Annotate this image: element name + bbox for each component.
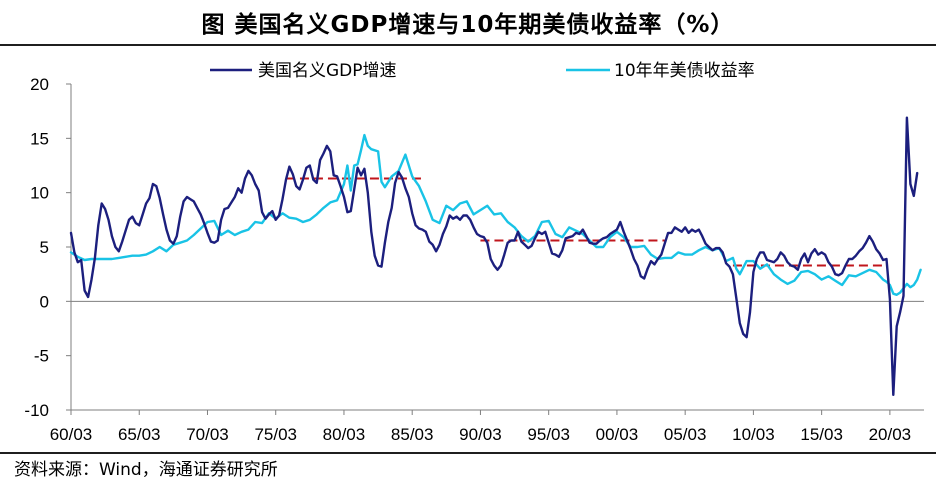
x-tick-label: 70/03 xyxy=(186,425,229,444)
axes-layer: -10 -5 0 5 10 15 20 60/03 65/03 70/03 75/03 80/03 85… xyxy=(24,75,924,444)
legend-label-gdp: 美国名义GDP增速 xyxy=(258,61,397,81)
x-tick-label: 95/03 xyxy=(527,425,570,444)
x-tick-label: 90/03 xyxy=(459,425,502,444)
y-tick-label: 15 xyxy=(30,129,49,148)
legend: 美国名义GDP增速 10年年美债收益率 xyxy=(210,61,755,81)
line-chart: -10 -5 0 5 10 15 20 60/03 65/03 70/03 75/03 80/03 85… xyxy=(24,61,924,444)
y-tick-label: 20 xyxy=(30,75,49,94)
x-tick-label: 10/03 xyxy=(732,425,775,444)
x-tick-label: 20/03 xyxy=(869,425,912,444)
x-tick-label: 05/03 xyxy=(664,425,707,444)
chart-title-bar: 图 美国名义GDP增速与10年期美债收益率（%） xyxy=(0,0,936,44)
series-line-gdp xyxy=(69,116,919,396)
y-tick-label: 10 xyxy=(30,184,49,203)
x-tick-label: 60/03 xyxy=(50,425,93,444)
chart-title: 图 美国名义GDP增速与10年期美债收益率（%） xyxy=(201,12,735,38)
trend-lines xyxy=(285,177,884,267)
y-tick-label: 0 xyxy=(40,292,49,311)
footer-rule xyxy=(0,452,936,454)
series-line-yield xyxy=(69,133,922,296)
x-tick-label: 75/03 xyxy=(254,425,297,444)
source-note: 资料来源：Wind，海通证券研究所 xyxy=(14,460,278,480)
y-tick-label: -5 xyxy=(34,347,49,366)
x-tick-label: 65/03 xyxy=(118,425,161,444)
x-tick-label: 00/03 xyxy=(596,425,639,444)
series-lines xyxy=(69,116,922,396)
x-tick-label: 80/03 xyxy=(323,425,366,444)
title-rule xyxy=(0,44,936,46)
x-tick-label: 85/03 xyxy=(391,425,434,444)
y-tick-label: -10 xyxy=(24,401,49,420)
y-tick-label: 5 xyxy=(40,238,49,257)
x-tick-label: 15/03 xyxy=(800,425,843,444)
legend-label-yield: 10年年美债收益率 xyxy=(614,61,755,81)
